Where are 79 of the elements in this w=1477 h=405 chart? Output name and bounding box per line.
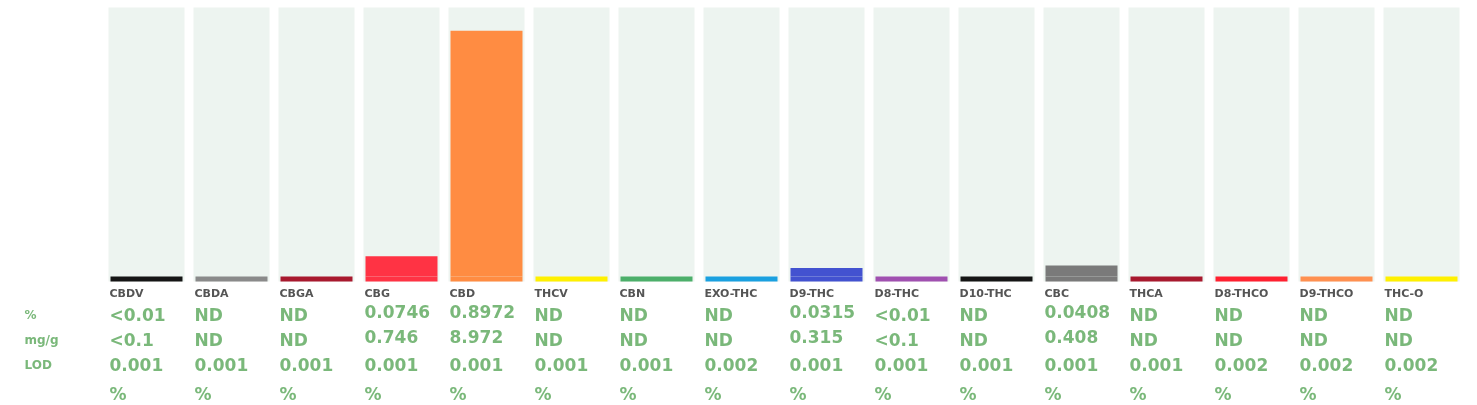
text: ND [959,329,988,350]
bar [110,276,183,282]
text: 0.002 % [1214,354,1269,404]
bar [195,276,268,282]
text: 0.001 % [789,354,844,404]
text: ND [704,304,733,325]
text: ND [194,329,223,350]
text: 0.408 [1044,326,1099,347]
text: 0.001 % [364,354,419,404]
bar [535,276,608,282]
x-tick-label: D9-THCO [1299,286,1354,300]
text: ND [534,329,563,350]
text: ND [1129,329,1158,350]
x-tick-label: CBGA [279,286,314,300]
text: 0.001 % [619,354,674,404]
text: 0.315 [789,326,844,347]
text: ND [959,304,988,325]
bar [1300,276,1373,282]
text: ND [194,304,223,325]
x-tick-label: CBN [619,286,646,300]
text: ND [534,304,563,325]
text: 0.001 % [534,354,589,404]
text: ND [1299,329,1328,350]
text: <0.01 [109,304,166,325]
text: 0.001 % [959,354,1014,404]
text: 0.001 % [1044,354,1099,404]
bar [875,276,948,282]
text: ND [704,329,733,350]
text: 0.001 % [449,354,504,404]
x-tick-label: EXO-THC [704,286,758,300]
text: 0.002 % [1384,354,1439,404]
text: mg/g [24,332,59,347]
text: 0.001 % [874,354,929,404]
text: ND [1299,304,1328,325]
text: 0.001 % [194,354,249,404]
data-label: 0.0746 [364,301,431,322]
text: ND [279,329,308,350]
data-label: 0.0315 [789,301,856,322]
text: ND [1384,304,1413,325]
bar [960,276,1033,282]
text: % [24,307,37,322]
data-label: 0.8972 [449,301,516,322]
text: <0.01 [874,304,931,325]
x-tick-label: D8-THC [874,286,920,300]
text: ND [1129,304,1158,325]
bar [1215,276,1288,282]
x-tick-label: D8-THCO [1214,286,1269,300]
text: 0.001 % [279,354,334,404]
text: 0.001 % [109,354,164,404]
x-tick-label: CBDV [109,286,145,300]
bar [1385,276,1458,282]
text: ND [1214,304,1243,325]
data-label: 0.0408 [1044,301,1111,322]
x-tick-label: CBC [1044,286,1070,300]
x-tick-label: THC-O [1384,286,1424,300]
text: ND [279,304,308,325]
text: ND [1384,329,1413,350]
text: 0.001 % [1129,354,1184,404]
x-tick-label: CBD [449,286,476,300]
bar [1130,276,1203,282]
x-tick-label: CBG [364,286,390,300]
text: <0.1 [874,329,919,350]
text: ND [619,304,648,325]
bar [280,276,353,282]
text: ND [619,329,648,350]
bar [705,276,778,282]
text: 0.746 [364,326,419,347]
text: 8.972 [449,326,504,347]
text: LOD [24,357,52,372]
x-tick-label: D9-THC [789,286,835,300]
text: 0.002 % [704,354,759,404]
text: ND [1214,329,1243,350]
text: <0.1 [109,329,154,350]
text: 0.002 % [1299,354,1354,404]
bar [620,276,693,282]
x-tick-label: D10-THC [959,286,1012,300]
x-tick-label: THCA [1129,286,1164,300]
x-tick-label: THCV [534,286,569,300]
x-tick-label: CBDA [194,286,230,300]
